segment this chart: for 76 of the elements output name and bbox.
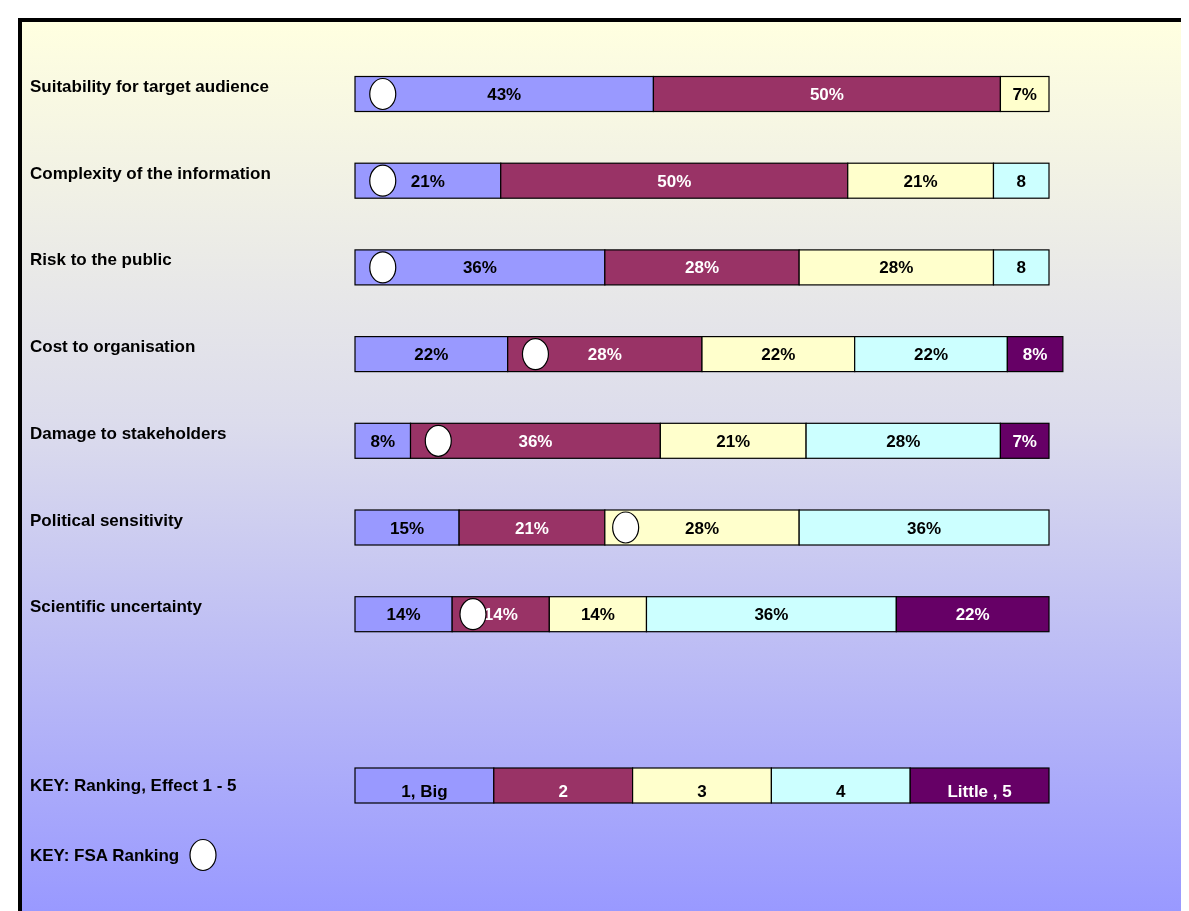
bar <box>854 336 1008 373</box>
bar <box>409 422 661 459</box>
data-label: 50% <box>657 171 692 191</box>
point <box>369 77 397 111</box>
bar <box>500 162 849 199</box>
data-label: 7% <box>1012 431 1037 451</box>
bar <box>354 75 655 113</box>
data-label: 43% <box>487 85 522 104</box>
text: 3 <box>697 782 707 801</box>
point <box>459 598 487 631</box>
data-label: 28% <box>886 431 921 451</box>
y-tick-label: Risk to the public <box>30 250 172 270</box>
bar <box>354 596 453 633</box>
data-label: 36% <box>907 518 942 538</box>
bar <box>847 162 995 199</box>
bar <box>354 336 509 373</box>
text: 2 <box>558 782 568 801</box>
data-label: 22% <box>955 605 990 625</box>
bar <box>604 249 800 286</box>
bar <box>805 422 1002 459</box>
data-label: 8% <box>370 431 396 451</box>
bar <box>999 422 1050 459</box>
data-label: 36% <box>462 258 497 278</box>
bar <box>999 75 1050 113</box>
bar <box>992 162 1050 199</box>
bar <box>701 336 856 373</box>
y-tick-label: Scientific uncertainty <box>30 597 203 617</box>
point <box>612 511 640 544</box>
data-label: 28% <box>684 258 720 278</box>
bar <box>992 249 1050 286</box>
data-label: 36% <box>754 605 789 625</box>
data-label: 7% <box>1012 85 1037 104</box>
y-tick-label: Damage to stakeholders <box>30 423 227 443</box>
y-tick-label: Suitability for target audience <box>30 77 269 96</box>
point <box>369 164 397 197</box>
bar <box>1006 336 1064 373</box>
data-label: 21% <box>514 518 549 538</box>
y-tick-label: Political sensitivity <box>30 510 184 530</box>
data-label: 14% <box>386 605 421 625</box>
data-label: 8 <box>1016 258 1026 278</box>
y-tick-label: Complexity of the information <box>30 163 271 183</box>
point <box>369 251 397 284</box>
data-label: 36% <box>518 431 553 451</box>
bar <box>645 596 897 633</box>
point <box>521 338 550 371</box>
text: 4 <box>836 782 847 801</box>
legend-label: KEY: FSA Ranking <box>30 846 180 865</box>
data-label: 8 <box>1016 171 1026 191</box>
data-label: 28% <box>587 345 622 365</box>
legend-title: KEY: Ranking, Effect 1 - 5 <box>30 776 237 795</box>
bar <box>548 596 648 633</box>
data-label: 21% <box>903 171 938 191</box>
text: Little , 5 <box>947 782 1012 801</box>
text: 1, Big <box>401 782 448 801</box>
bar <box>354 249 606 286</box>
data-label: 28% <box>879 258 914 278</box>
bar <box>798 249 995 286</box>
bar <box>652 75 1002 113</box>
data-label: 22% <box>914 345 949 365</box>
data-label: 28% <box>684 518 720 538</box>
point <box>424 424 452 457</box>
data-label: 22% <box>414 345 449 365</box>
bar <box>798 509 1050 546</box>
data-label: 14% <box>580 605 615 625</box>
data-label: 8% <box>1022 345 1048 365</box>
data-label: 22% <box>761 345 796 365</box>
data-label: 14% <box>483 605 518 625</box>
data-label: 21% <box>410 171 445 191</box>
bar <box>458 509 606 546</box>
data-label: 15% <box>390 518 425 538</box>
y-tick-label: Cost to organisation <box>30 337 196 357</box>
bar <box>659 422 807 459</box>
data-label: 50% <box>809 85 844 104</box>
bar <box>895 596 1050 633</box>
data-label: 21% <box>716 431 751 451</box>
bar <box>354 509 460 546</box>
